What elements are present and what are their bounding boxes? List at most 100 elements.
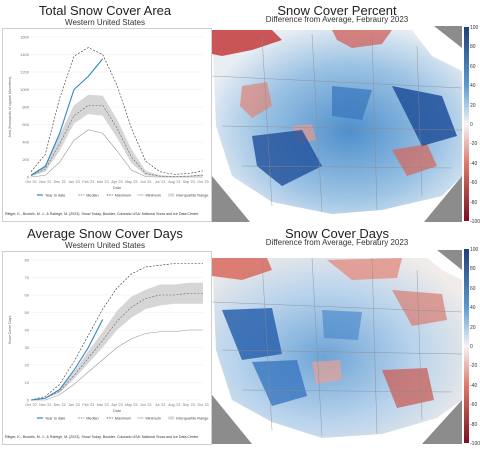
y-tick-label: 600 [22, 122, 29, 127]
colorbar-tick-label: 0 [470, 122, 473, 128]
colorbar-tick-label: -20 [470, 141, 478, 148]
legend-label: Maximum [115, 417, 131, 421]
minimum-line [31, 329, 203, 401]
legend-label: Interquartile Range [176, 194, 208, 198]
minimum-line [30, 129, 203, 178]
x-tick-label: Apr '23 [111, 403, 122, 407]
y-tick-label: 200 [22, 157, 29, 162]
days-chart-frame: 0 10 20 30 40 50 60 70 80 Oct '22 Nov '22 Dec '22 Ja… [2, 251, 212, 445]
percent-map-image [211, 26, 463, 222]
percent-map-title: Snow Cover Percent [277, 3, 397, 18]
days-map [211, 250, 463, 444]
area-chart-frame: 0 200 400 600 800 1000 1200 1400 1600 Oct '22 Nov … [2, 28, 212, 222]
x-tick-label: Feb '23 [82, 180, 94, 184]
y-tick-label: 20 [25, 363, 30, 368]
area-chart-credit: Rittger, K., Brodzik, M. J., & Raleigh, … [5, 212, 200, 216]
x-tick-label: Sep '23 [183, 403, 195, 407]
year-to-date-line [30, 319, 104, 401]
year-to-date-line [30, 58, 104, 176]
y-tick-label: 40 [25, 328, 30, 333]
y-tick-label: 400 [22, 140, 29, 145]
colorbar-tick-label: 60 [470, 63, 476, 70]
y-tick-label: 80 [25, 258, 30, 263]
x-axis-label: Date [113, 185, 122, 190]
colorbar-tick-label: 20 [470, 324, 476, 331]
colorbar-tick-label: -60 [470, 402, 478, 409]
colorbar-tick-label: 40 [470, 305, 476, 312]
x-tick-label: May '23 [125, 403, 137, 407]
x-tick-label: Aug '23 [168, 180, 180, 184]
colorbar-tick-label: 40 [470, 83, 476, 90]
area-chart-subtitle: Western United States [65, 18, 145, 27]
colorbar-tick-label: 60 [470, 285, 476, 292]
y-tick-label: 0 [27, 398, 30, 403]
x-tick-label: Oct '23 [197, 180, 208, 184]
days-chart: 0 10 20 30 40 50 60 70 80 Oct '22 Nov '22 Dec '22 Ja… [8, 258, 209, 421]
percent-map-subtitle: Difference from Average, Febraury 2023 [265, 15, 409, 24]
median-line [30, 292, 203, 401]
colorbar-tick-label: -60 [470, 180, 478, 187]
days-chart-title: Average Snow Cover Days [27, 226, 183, 241]
x-tick-label: Mar '23 [97, 180, 109, 184]
x-tick-label: May '23 [125, 180, 137, 184]
percent-colorbar [464, 27, 469, 221]
legend-swatch [168, 416, 175, 420]
y-tick-label: 60 [25, 293, 30, 298]
colorbar-tick-label: 100 [470, 25, 479, 31]
y-axis-label: Area (thousands of square kilometers) [8, 77, 12, 138]
legend-label: Median [86, 194, 98, 198]
y-tick-label: 1000 [20, 87, 30, 92]
x-axis-label: Date [113, 408, 122, 413]
maximum-line [30, 263, 203, 401]
x-tick-label: Oct '22 [25, 180, 36, 184]
colorbar-tick-label: -20 [470, 363, 478, 370]
colorbar-tick-label: 80 [470, 44, 476, 51]
median-line [30, 104, 204, 177]
days-chart-credit: Rittger, K., Brodzik, M. J., & Raleigh, … [5, 435, 200, 439]
x-tick-label: Nov '22 [39, 180, 51, 184]
y-tick-label: 50 [25, 310, 30, 315]
colorbar-tick-label: -100 [470, 219, 480, 225]
iqr-band [31, 94, 203, 177]
y-tick-label: 70 [25, 275, 30, 280]
area-chart: 0 200 400 600 800 1000 1200 1400 1600 Oct '22 Nov … [8, 35, 209, 198]
x-tick-label: Dec '22 [54, 180, 66, 184]
x-tick-label: Jul '23 [155, 180, 165, 184]
x-tick-label: Jun '23 [140, 403, 151, 407]
colorbar-tick-label: -80 [470, 421, 478, 428]
legend-swatch [168, 193, 175, 197]
colorbar-tick-label: 80 [470, 266, 476, 273]
y-tick-label: 800 [22, 105, 29, 110]
y-tick-label: 1600 [20, 35, 30, 40]
iqr-band [31, 282, 203, 400]
legend-label: Interquartile Range [176, 417, 208, 421]
days-map-subtitle: Difference from Average, Febraury 2023 [265, 238, 409, 247]
area-chart-title: Total Snow Cover Area [38, 3, 172, 18]
y-tick-label: 30 [25, 345, 30, 350]
days-colorbar-ticks: 100 80 60 40 20 0 -20 -40 -60 -80 -100 [470, 247, 480, 447]
y-tick-label: 1200 [20, 70, 30, 75]
colorbar-tick-label: 20 [470, 102, 476, 109]
days-map-title: Snow Cover Days [284, 226, 390, 241]
legend-label: Median [86, 417, 98, 421]
x-tick-label: Aug '23 [168, 403, 180, 407]
legend-label: Minimum [146, 417, 161, 421]
x-tick-label: Jan '23 [68, 403, 79, 407]
colorbar-tick-label: -40 [470, 382, 478, 389]
x-tick-label: Oct '23 [197, 403, 208, 407]
y-tick-label: 1400 [20, 52, 30, 57]
x-tick-label: Feb '23 [82, 403, 94, 407]
colorbar-tick-label: 100 [470, 247, 479, 253]
x-tick-label: Apr '23 [111, 180, 122, 184]
x-tick-label: Oct '22 [25, 403, 36, 407]
colorbar-tick-label: -40 [470, 160, 478, 167]
x-tick-label: Nov '22 [39, 403, 51, 407]
colorbar-tick-label: -80 [470, 199, 478, 206]
colorbar-tick-label: 0 [470, 344, 473, 350]
maximum-line [30, 47, 204, 175]
x-tick-label: Mar '23 [97, 403, 109, 407]
percent-map [211, 26, 463, 222]
x-tick-label: Jun '23 [140, 180, 151, 184]
x-tick-label: Dec '22 [54, 403, 66, 407]
y-axis-label: Snow Cover Days [8, 315, 12, 344]
